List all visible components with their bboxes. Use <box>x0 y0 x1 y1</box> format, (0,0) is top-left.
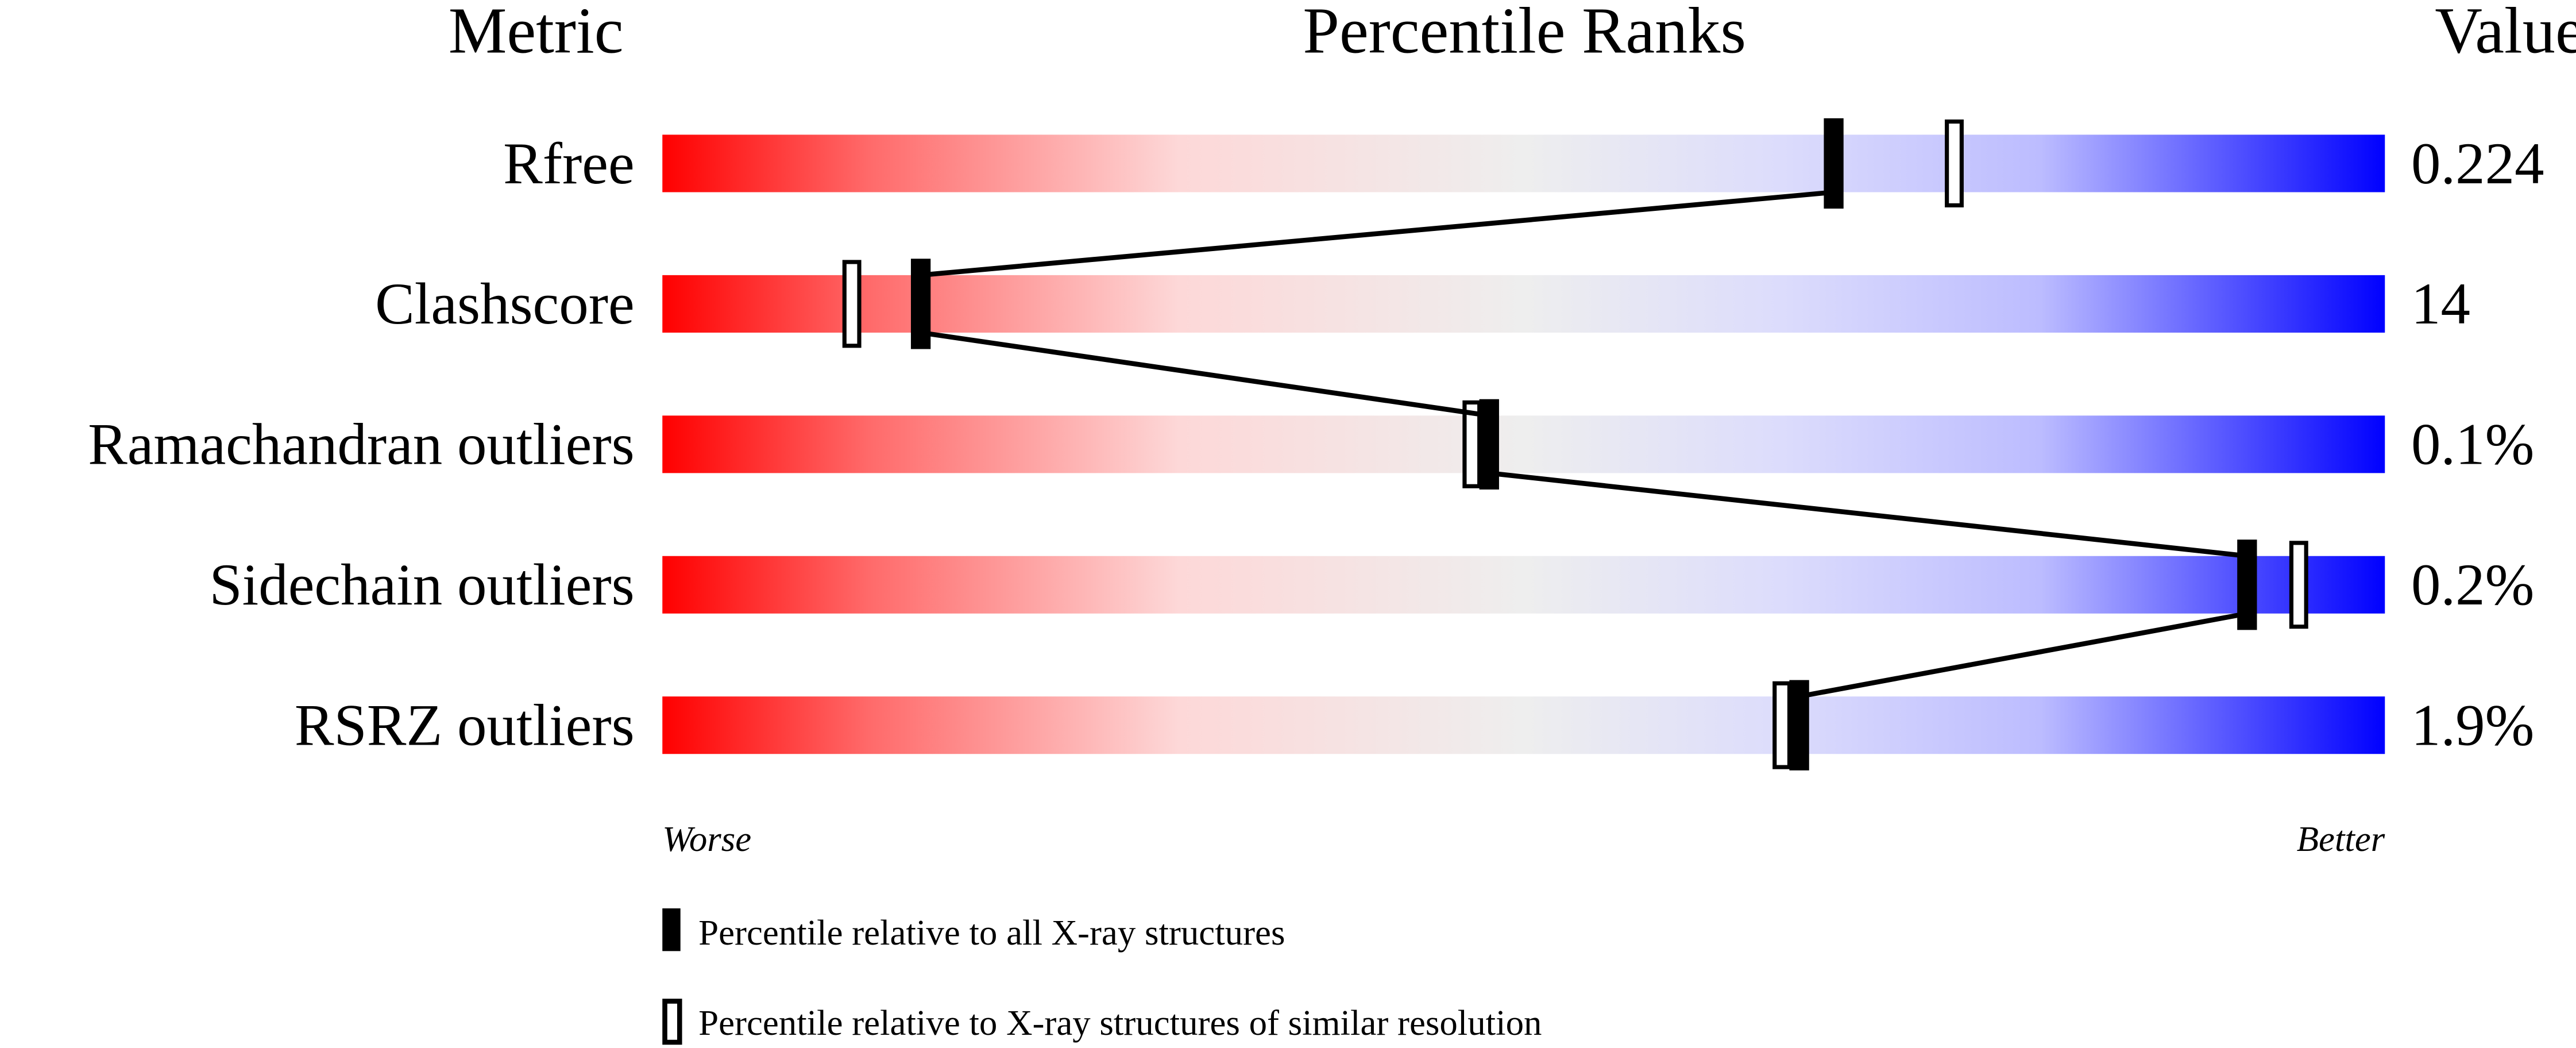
legend-label-all: Percentile relative to all X-ray structu… <box>698 912 1285 953</box>
marker-similar-resolution <box>1772 681 1792 769</box>
legend-label-similar: Percentile relative to X-ray structures … <box>698 1003 1542 1043</box>
metric-value: 0.224 <box>2411 131 2544 196</box>
percentile-bar <box>662 415 2385 473</box>
marker-similar-resolution <box>1945 119 1964 207</box>
metric-value: 0.2% <box>2411 552 2534 618</box>
metric-label: Sidechain outliers <box>209 552 634 618</box>
axis-label-worse: Worse <box>662 819 751 859</box>
connector-line <box>920 190 1834 278</box>
connector-line <box>1489 471 2247 559</box>
metric-label: RSRZ outliers <box>295 693 635 758</box>
header-value: Value <box>2435 0 2576 67</box>
metric-label: Ramachandran outliers <box>88 412 635 477</box>
connector-line <box>1798 611 2248 699</box>
metric-label: Rfree <box>503 131 635 196</box>
marker-similar-resolution <box>2289 541 2308 629</box>
legend-filled-marker <box>662 908 681 951</box>
metric-value: 1.9% <box>2411 693 2534 758</box>
legend-open-marker <box>662 999 682 1045</box>
marker-similar-resolution <box>842 260 862 348</box>
header-metric: Metric <box>449 0 624 67</box>
percentile-bar <box>662 696 2385 754</box>
metric-value: 0.1% <box>2411 412 2534 477</box>
percentile-bar <box>662 134 2385 192</box>
metric-label: Clashscore <box>375 271 635 337</box>
percentile-bar <box>662 556 2385 614</box>
connector-line <box>920 330 1490 418</box>
metric-value: 14 <box>2411 271 2470 337</box>
header-percentile-ranks: Percentile Ranks <box>1303 0 1746 67</box>
percentile-bar <box>662 275 2385 333</box>
axis-label-better: Better <box>2297 819 2385 859</box>
